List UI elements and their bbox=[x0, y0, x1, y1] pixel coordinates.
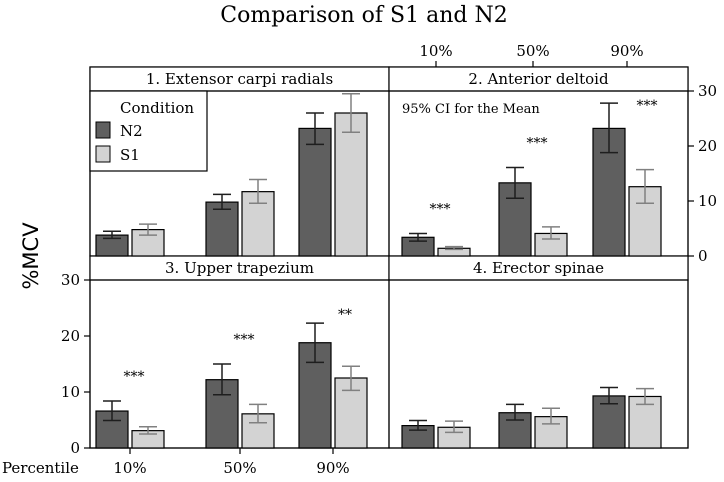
bar-s1 bbox=[334, 112, 368, 257]
y-tick-label-right: 0 bbox=[698, 247, 708, 265]
x-tick-label-bottom: 50% bbox=[223, 459, 256, 477]
x-axis-label: Percentile bbox=[2, 459, 79, 477]
legend-label-n2: N2 bbox=[120, 122, 143, 140]
y-axis-label: %MCV bbox=[19, 222, 43, 290]
x-tick-label-top: 10% bbox=[419, 42, 452, 60]
bar-n2 bbox=[498, 412, 532, 449]
panel-title: 2. Anterior deltoid bbox=[468, 70, 609, 88]
legend-swatch-s1 bbox=[95, 145, 111, 163]
x-tick-label-bottom: 10% bbox=[113, 459, 146, 477]
significance-marker: *** bbox=[527, 135, 548, 151]
bar-s1 bbox=[131, 229, 165, 257]
y-tick-label-left: 10 bbox=[61, 383, 80, 401]
significance-marker: *** bbox=[637, 98, 658, 114]
legend-title: Condition bbox=[120, 99, 194, 117]
y-tick-label-right: 30 bbox=[698, 82, 717, 100]
significance-marker: *** bbox=[124, 369, 145, 385]
y-tick-label-left: 0 bbox=[70, 439, 80, 457]
significance-marker: *** bbox=[234, 332, 255, 348]
y-tick-label-right: 10 bbox=[698, 192, 717, 210]
y-tick-label-left: 30 bbox=[61, 271, 80, 289]
x-tick-label-top: 90% bbox=[610, 42, 643, 60]
chart-title: Comparison of S1 and N2 bbox=[220, 3, 507, 28]
bar-n2 bbox=[205, 201, 239, 257]
legend-label-s1: S1 bbox=[120, 146, 140, 164]
x-tick-label-top: 50% bbox=[516, 42, 549, 60]
panel-strip bbox=[388, 255, 689, 281]
significance-marker: ** bbox=[338, 307, 352, 323]
panel-title: 1. Extensor carpi radials bbox=[146, 70, 333, 88]
ci-annotation: 95% CI for the Mean bbox=[402, 102, 540, 117]
panel-strip bbox=[89, 255, 390, 281]
legend-swatch-n2 bbox=[95, 121, 111, 139]
y-tick-label-right: 20 bbox=[698, 137, 717, 155]
panel-title: 4. Erector spinae bbox=[473, 259, 604, 277]
bar-n2 bbox=[298, 127, 332, 257]
y-tick-label-left: 20 bbox=[61, 327, 80, 345]
x-tick-label-bottom: 90% bbox=[316, 459, 349, 477]
significance-marker: *** bbox=[430, 201, 451, 217]
panel-title: 3. Upper trapezium bbox=[165, 259, 314, 277]
